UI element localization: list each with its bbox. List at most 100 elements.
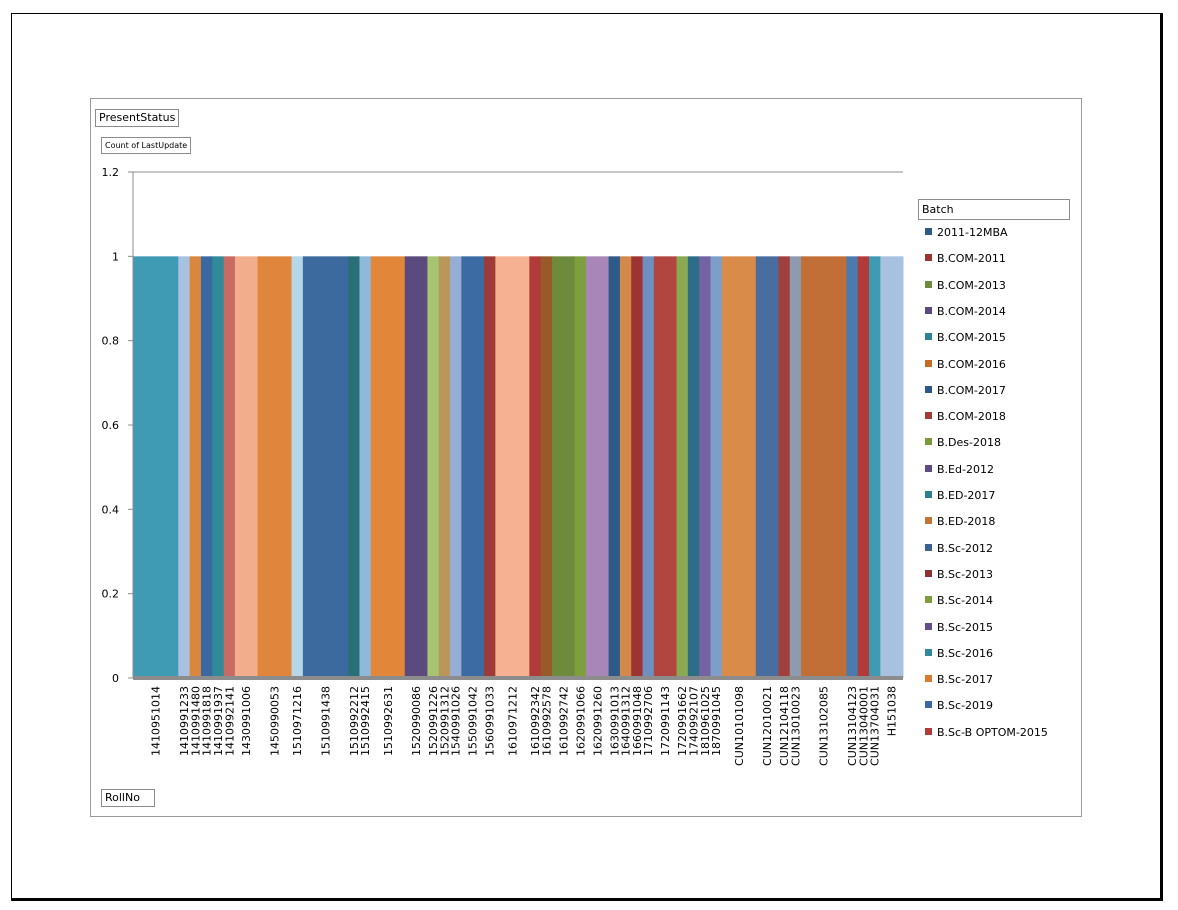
legend-item: 2011-12MBA — [925, 226, 1008, 240]
legend-swatch — [925, 333, 932, 341]
x-tick-label: 1740992107 — [688, 686, 701, 756]
x-tick-label: CUN13104123 — [846, 686, 859, 766]
x-tick-label: 1610992742 — [557, 686, 570, 756]
bar-1510992631 — [370, 256, 406, 678]
x-tick-label: 1410991937 — [212, 686, 225, 756]
legend-label: B.Ed-2012 — [937, 462, 994, 476]
legend-swatch — [925, 306, 932, 314]
legend-item: B.COM-2016 — [925, 358, 1006, 372]
legend-item: B.COM-2017 — [925, 384, 1006, 398]
x-tick-label: CUN13102085 — [818, 686, 831, 766]
legend-swatch — [925, 727, 932, 735]
x-tick-label: CUN13040001 — [857, 686, 870, 766]
bar-1550991042 — [461, 256, 485, 678]
legend-swatch — [925, 385, 932, 393]
bar-1610971212 — [495, 256, 530, 678]
legend-swatch — [925, 412, 932, 420]
legend-swatch — [925, 254, 932, 262]
legend-label: B.COM-2013 — [937, 278, 1006, 292]
bar-1740992107 — [687, 256, 700, 678]
x-tick-label: 1540991026 — [450, 686, 463, 756]
bar-1610992578 — [540, 256, 553, 678]
legend-item: B.Ed-2012 — [925, 463, 994, 477]
x-tick-label: 1510992212 — [348, 686, 361, 756]
legend-item: B.Sc-2019 — [925, 699, 993, 713]
bar-1540991026 — [450, 256, 462, 678]
bar-1510992415 — [359, 256, 372, 678]
legend-label: B.Sc-B OPTOM-2015 — [937, 725, 1048, 739]
legend-swatch — [925, 280, 932, 288]
legend-swatch — [925, 543, 932, 551]
x-tick-label: H151038 — [886, 686, 899, 736]
legend-label: B.ED-2017 — [937, 489, 996, 502]
x-tick-label: 1430991006 — [240, 686, 253, 756]
x-tick-label: CUN13010023 — [789, 686, 802, 766]
x-tick-label: 1610992342 — [529, 686, 542, 756]
legend-label: B.COM-2016 — [937, 357, 1006, 371]
legend-label: B.COM-2017 — [937, 383, 1006, 397]
bar-1410992141 — [223, 256, 236, 678]
legend-label: B.Des-2018 — [937, 436, 1001, 450]
x-tick-label: 1720991662 — [676, 686, 689, 756]
bar-CUN12010021 — [755, 256, 779, 678]
x-tick-label: 1410991233 — [178, 686, 191, 756]
legend-item: B.Sc-B OPTOM-2015 — [925, 726, 1048, 740]
bar-1510992212 — [348, 256, 360, 678]
x-tick-label: 1550991042 — [467, 686, 480, 756]
x-tick-label: CUN13704031 — [869, 686, 882, 766]
x-tick-label: 1510971216 — [291, 686, 304, 756]
x-tick-label: 1410992141 — [223, 686, 236, 756]
legend-item: B.COM-2015 — [925, 331, 1006, 345]
bar-CUN13010023 — [789, 256, 802, 678]
bar-1720991662 — [676, 256, 689, 678]
bar-1620991260 — [585, 256, 610, 678]
bar-1450990053 — [257, 256, 293, 678]
bar-CUN10101098 — [721, 256, 757, 678]
x-tick-label: 1510992631 — [382, 686, 395, 756]
x-tick-label: 1520991312 — [438, 686, 451, 756]
x-tick-label: 1630991013 — [608, 686, 621, 756]
y-tick-label: 0.8 — [102, 335, 120, 348]
legend-swatch — [925, 359, 932, 367]
legend-item: B.COM-2018 — [925, 410, 1006, 424]
legend-item: B.ED-2018 — [925, 515, 995, 529]
legend-item: B.COM-2011 — [925, 252, 1006, 266]
legend-item: B.COM-2014 — [925, 305, 1006, 319]
x-axis-line — [133, 676, 903, 680]
legend-swatch — [925, 648, 932, 656]
x-tick-label: CUN10101098 — [733, 686, 746, 766]
legend-swatch — [925, 491, 932, 498]
bar-1720991143 — [653, 256, 678, 678]
x-tick-label: 1660991048 — [631, 686, 644, 756]
x-tick-label: 1870991045 — [710, 686, 723, 756]
legend-swatch — [925, 517, 932, 525]
bar-1660991048 — [631, 256, 644, 678]
y-tick-label: 0.6 — [102, 419, 120, 432]
bar-1410991233 — [178, 256, 191, 678]
bar-1520990086 — [404, 256, 428, 678]
legend-field-button[interactable]: Batch — [918, 199, 1070, 220]
bar-1870991045 — [710, 256, 723, 678]
value-field-button[interactable]: Count of LastUpdate — [101, 137, 192, 154]
bar-1560991033 — [484, 256, 496, 678]
y-tick-label: 1 — [112, 250, 119, 263]
bar-1510971216 — [291, 256, 304, 678]
bar-1510991438 — [302, 256, 349, 678]
legend-label: B.Sc-2014 — [937, 594, 994, 608]
axis-field-button[interactable]: RollNo — [101, 789, 155, 807]
bar-1810961025 — [699, 256, 711, 678]
legend-item: B.Sc-2012 — [925, 542, 993, 556]
legend-label: B.COM-2011 — [937, 252, 1006, 266]
legend-item: B.COM-2013 — [925, 279, 1006, 293]
x-tick-label: 1620991260 — [591, 686, 604, 756]
bar-1610992742 — [551, 256, 576, 678]
legend-swatch — [925, 569, 932, 577]
filter-field-button[interactable]: PresentStatus — [95, 109, 180, 127]
legend-label: B.Sc-2013 — [937, 567, 994, 581]
bar-1630991013 — [608, 256, 621, 678]
legend-item: B.Sc-2017 — [925, 673, 993, 687]
bar-H151038 — [880, 256, 904, 678]
legend-item: B.Sc-2015 — [925, 621, 993, 635]
x-tick-label: 1510991438 — [320, 686, 333, 756]
